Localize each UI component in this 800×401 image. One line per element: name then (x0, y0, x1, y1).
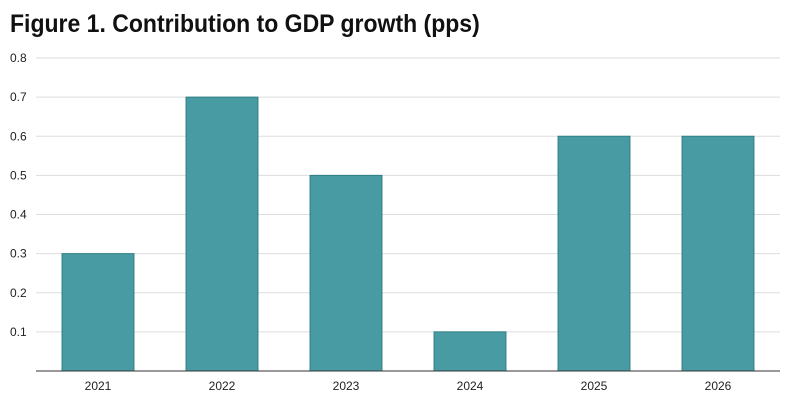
y-tick-label: 0.6 (10, 129, 27, 143)
bar-2025 (557, 135, 631, 372)
x-tick-label: 2022 (209, 379, 236, 393)
bar-2026 (681, 135, 755, 372)
y-tick-label: 0.8 (10, 51, 27, 65)
y-tick-label: 0.1 (10, 325, 27, 339)
tick-labels: 0.1 0.2 0.3 0.4 0.5 0.6 0.7 0.8 2021 2022 2023 2024… (10, 51, 732, 393)
bars (61, 96, 755, 372)
x-tick-label: 2026 (705, 379, 732, 393)
y-tick-label: 0.2 (10, 286, 27, 300)
bar-2024 (433, 331, 507, 372)
gridlines (36, 57, 780, 333)
y-tick-label: 0.4 (10, 208, 27, 222)
bar-2023 (309, 174, 383, 372)
x-tick-label: 2021 (85, 379, 112, 393)
y-tick-label: 0.5 (10, 168, 27, 182)
x-tick-label: 2023 (333, 379, 360, 393)
bar-2021 (61, 253, 135, 372)
chart-title: Figure 1. Contribution to GDP growth (pp… (10, 10, 480, 38)
x-tick-label: 2024 (457, 379, 484, 393)
bar-2022 (185, 96, 259, 372)
x-tick-label: 2025 (581, 379, 608, 393)
y-tick-label: 0.7 (10, 90, 27, 104)
y-tick-label: 0.3 (10, 247, 27, 261)
